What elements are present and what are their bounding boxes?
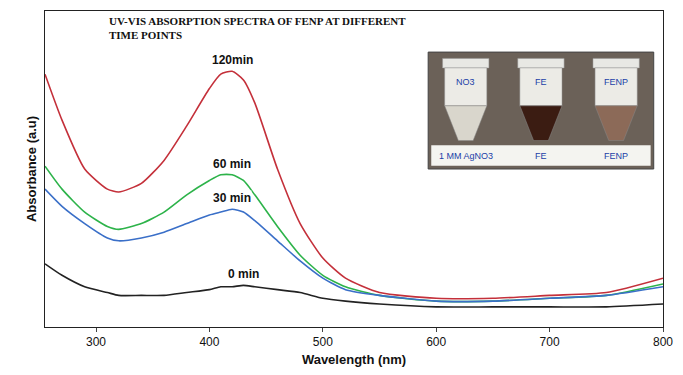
svg-text:FE: FE — [535, 151, 547, 161]
svg-text:Wavelength (nm): Wavelength (nm) — [302, 352, 406, 367]
svg-text:Absorbance (a.u): Absorbance (a.u) — [24, 116, 39, 222]
svg-text:UV-VIS ABSORPTION SPECTRA OF F: UV-VIS ABSORPTION SPECTRA OF FENP AT DIF… — [109, 15, 406, 41]
svg-text:FENP: FENP — [604, 151, 628, 161]
svg-text:120min: 120min — [212, 53, 253, 67]
svg-text:FE: FE — [535, 77, 547, 87]
svg-text:NO3: NO3 — [456, 77, 475, 87]
svg-text:400: 400 — [199, 335, 219, 349]
svg-text:600: 600 — [426, 335, 446, 349]
svg-text:FENP: FENP — [604, 77, 628, 87]
svg-text:700: 700 — [540, 335, 560, 349]
svg-text:300: 300 — [86, 335, 106, 349]
svg-text:500: 500 — [313, 335, 333, 349]
svg-text:60 min: 60 min — [213, 157, 251, 171]
svg-text:0 min: 0 min — [228, 267, 259, 281]
svg-text:1 MM AgNO3: 1 MM AgNO3 — [439, 151, 493, 161]
svg-text:800: 800 — [653, 335, 673, 349]
svg-text:30 min: 30 min — [213, 191, 251, 205]
